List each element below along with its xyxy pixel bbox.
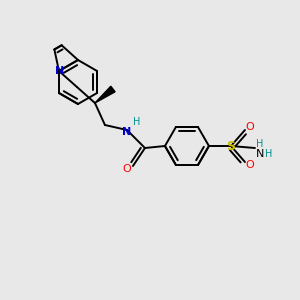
Text: H: H <box>265 149 273 159</box>
Text: N: N <box>256 149 264 159</box>
Text: N: N <box>55 66 64 76</box>
Polygon shape <box>95 86 115 103</box>
Text: S: S <box>226 140 236 152</box>
Text: H: H <box>256 139 264 149</box>
Text: O: O <box>246 160 254 170</box>
Text: O: O <box>246 122 254 132</box>
Text: H: H <box>133 117 141 127</box>
Text: O: O <box>123 164 131 174</box>
Text: N: N <box>122 127 132 137</box>
